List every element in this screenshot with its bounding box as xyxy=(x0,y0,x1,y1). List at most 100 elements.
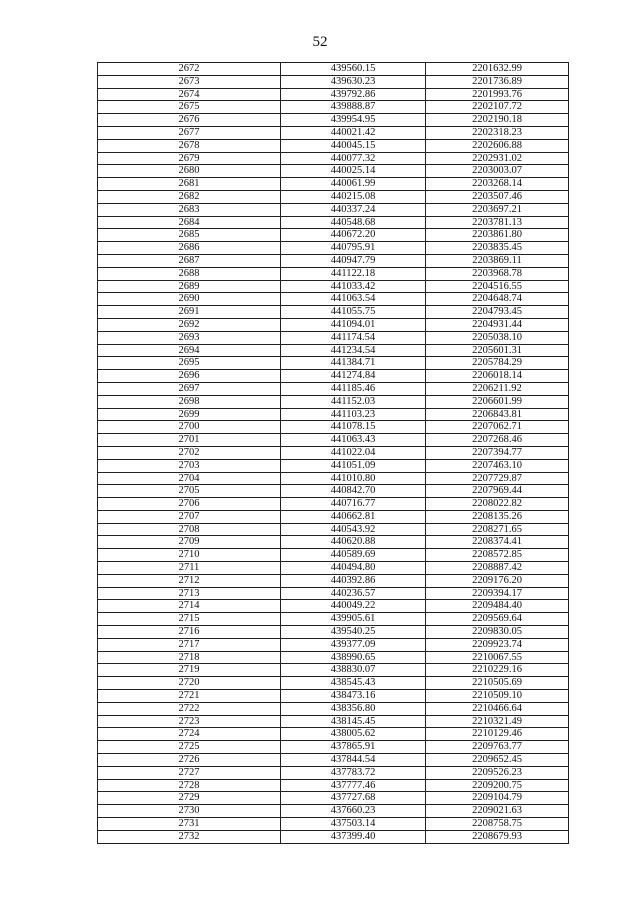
y-coordinate-cell: 2203835.45 xyxy=(425,241,569,255)
x-coordinate-cell: 440543.92 xyxy=(280,522,426,537)
y-coordinate-cell: 2209484.40 xyxy=(425,599,569,614)
x-coordinate-cell: 440077.32 xyxy=(280,151,426,166)
y-coordinate-cell: 2209652.45 xyxy=(425,753,569,767)
y-coordinate-cell: 2203968.78 xyxy=(425,266,569,281)
x-coordinate-cell: 441063.43 xyxy=(280,433,426,447)
point-number-cell: 2703 xyxy=(97,458,281,473)
point-number-cell: 2725 xyxy=(97,740,281,755)
x-coordinate-cell: 440947.79 xyxy=(280,253,426,268)
table-row: 2685 440672.20 2203861.80 xyxy=(97,228,569,243)
y-coordinate-cell: 2210466.64 xyxy=(425,701,569,716)
y-coordinate-cell: 2202931.02 xyxy=(425,151,569,166)
table-row: 2694 441234.54 2205601.31 xyxy=(97,343,569,358)
x-coordinate-cell: 440337.24 xyxy=(280,202,426,217)
point-number-cell: 2679 xyxy=(97,151,281,166)
y-coordinate-cell: 2209394.17 xyxy=(425,586,569,601)
table-row: 2689 441033.42 2204516.55 xyxy=(97,279,569,294)
x-coordinate-cell: 440215.08 xyxy=(280,189,426,204)
y-coordinate-cell: 2210321.49 xyxy=(425,714,569,729)
point-number-cell: 2681 xyxy=(97,177,281,191)
y-coordinate-cell: 2206018.14 xyxy=(425,369,569,383)
point-number-cell: 2680 xyxy=(97,164,281,179)
table-row: 2725 437865.91 2209763.77 xyxy=(97,740,569,755)
point-number-cell: 2673 xyxy=(97,74,281,89)
x-coordinate-cell: 440236.57 xyxy=(280,586,426,601)
y-coordinate-cell: 2207268.46 xyxy=(425,433,569,447)
y-coordinate-cell: 2207729.87 xyxy=(425,471,569,486)
point-number-cell: 2696 xyxy=(97,369,281,383)
y-coordinate-cell: 2204931.44 xyxy=(425,317,569,332)
x-coordinate-cell: 438990.65 xyxy=(280,650,426,665)
x-coordinate-cell: 440045.15 xyxy=(280,138,426,153)
point-number-cell: 2709 xyxy=(97,535,281,550)
point-number-cell: 2710 xyxy=(97,548,281,563)
y-coordinate-cell: 2202606.88 xyxy=(425,138,569,153)
point-number-cell: 2722 xyxy=(97,701,281,716)
point-number-cell: 2677 xyxy=(97,125,281,140)
y-coordinate-cell: 2203507.46 xyxy=(425,189,569,204)
table-row: 2730 437660.23 2209021.63 xyxy=(97,804,569,819)
y-coordinate-cell: 2207394.77 xyxy=(425,445,569,460)
table-row: 2719 438830.07 2210229.16 xyxy=(97,663,569,678)
point-number-cell: 2715 xyxy=(97,612,281,627)
x-coordinate-cell: 440392.86 xyxy=(280,573,426,588)
table-row: 2698 441152.03 2206601.99 xyxy=(97,394,569,409)
point-number-cell: 2672 xyxy=(97,62,281,76)
x-coordinate-cell: 437844.54 xyxy=(280,753,426,767)
table-row: 2679 440077.32 2202931.02 xyxy=(97,151,569,166)
table-row: 2682 440215.08 2203507.46 xyxy=(97,189,569,204)
page-number: 52 xyxy=(312,34,328,50)
point-number-cell: 2686 xyxy=(97,241,281,255)
x-coordinate-cell: 441033.42 xyxy=(280,279,426,294)
point-number-cell: 2702 xyxy=(97,445,281,460)
table-row: 2720 438545.43 2210505.69 xyxy=(97,676,569,691)
point-number-cell: 2707 xyxy=(97,509,281,524)
point-number-cell: 2689 xyxy=(97,279,281,294)
x-coordinate-cell: 439954.95 xyxy=(280,113,426,127)
y-coordinate-cell: 2208679.93 xyxy=(425,829,569,844)
x-coordinate-cell: 437660.23 xyxy=(280,804,426,819)
y-coordinate-cell: 2209526.23 xyxy=(425,765,569,780)
table-row: 2700 441078.15 2207062.71 xyxy=(97,420,569,435)
x-coordinate-cell: 441274.84 xyxy=(280,369,426,383)
x-coordinate-cell: 437777.46 xyxy=(280,778,426,793)
x-coordinate-cell: 441384.71 xyxy=(280,356,426,371)
table-row: 2681 440061.99 2203268.14 xyxy=(97,177,569,191)
point-number-cell: 2699 xyxy=(97,407,281,422)
y-coordinate-cell: 2207969.44 xyxy=(425,484,569,499)
x-coordinate-cell: 437783.72 xyxy=(280,765,426,780)
x-coordinate-cell: 439630.23 xyxy=(280,74,426,89)
table-row: 2723 438145.45 2210321.49 xyxy=(97,714,569,729)
y-coordinate-cell: 2210229.16 xyxy=(425,663,569,678)
x-coordinate-cell: 439905.61 xyxy=(280,612,426,627)
table-row: 2695 441384.71 2205784.29 xyxy=(97,356,569,371)
point-number-cell: 2694 xyxy=(97,343,281,358)
table-row: 2709 440620.88 2208374.41 xyxy=(97,535,569,550)
y-coordinate-cell: 2208271.65 xyxy=(425,522,569,537)
table-row: 2716 439540.25 2209830.05 xyxy=(97,625,569,639)
y-coordinate-cell: 2210129.46 xyxy=(425,727,569,742)
x-coordinate-cell: 441063.54 xyxy=(280,292,426,307)
point-number-cell: 2732 xyxy=(97,829,281,844)
table-row: 2672 439560.15 2201632.99 xyxy=(97,62,569,76)
table-row: 2718 438990.65 2210067.55 xyxy=(97,650,569,665)
table-row: 2699 441103.23 2206843.81 xyxy=(97,407,569,422)
point-number-cell: 2713 xyxy=(97,586,281,601)
y-coordinate-cell: 2206601.99 xyxy=(425,394,569,409)
table-body: 2672 439560.15 2201632.99 2673 439630.23 2201… xyxy=(97,62,569,844)
x-coordinate-cell: 439377.09 xyxy=(280,637,426,652)
point-number-cell: 2730 xyxy=(97,804,281,819)
y-coordinate-cell: 2203003.07 xyxy=(425,164,569,179)
table-row: 2688 441122.18 2203968.78 xyxy=(97,266,569,281)
x-coordinate-cell: 437865.91 xyxy=(280,740,426,755)
point-number-cell: 2711 xyxy=(97,561,281,575)
point-number-cell: 2726 xyxy=(97,753,281,767)
y-coordinate-cell: 2209923.74 xyxy=(425,637,569,652)
y-coordinate-cell: 2209200.75 xyxy=(425,778,569,793)
x-coordinate-cell: 440021.42 xyxy=(280,125,426,140)
y-coordinate-cell: 2204516.55 xyxy=(425,279,569,294)
x-coordinate-cell: 438473.16 xyxy=(280,689,426,703)
point-number-cell: 2678 xyxy=(97,138,281,153)
table-row: 2731 437503.14 2208758.75 xyxy=(97,817,569,831)
table-row: 2707 440662.81 2208135.26 xyxy=(97,509,569,524)
